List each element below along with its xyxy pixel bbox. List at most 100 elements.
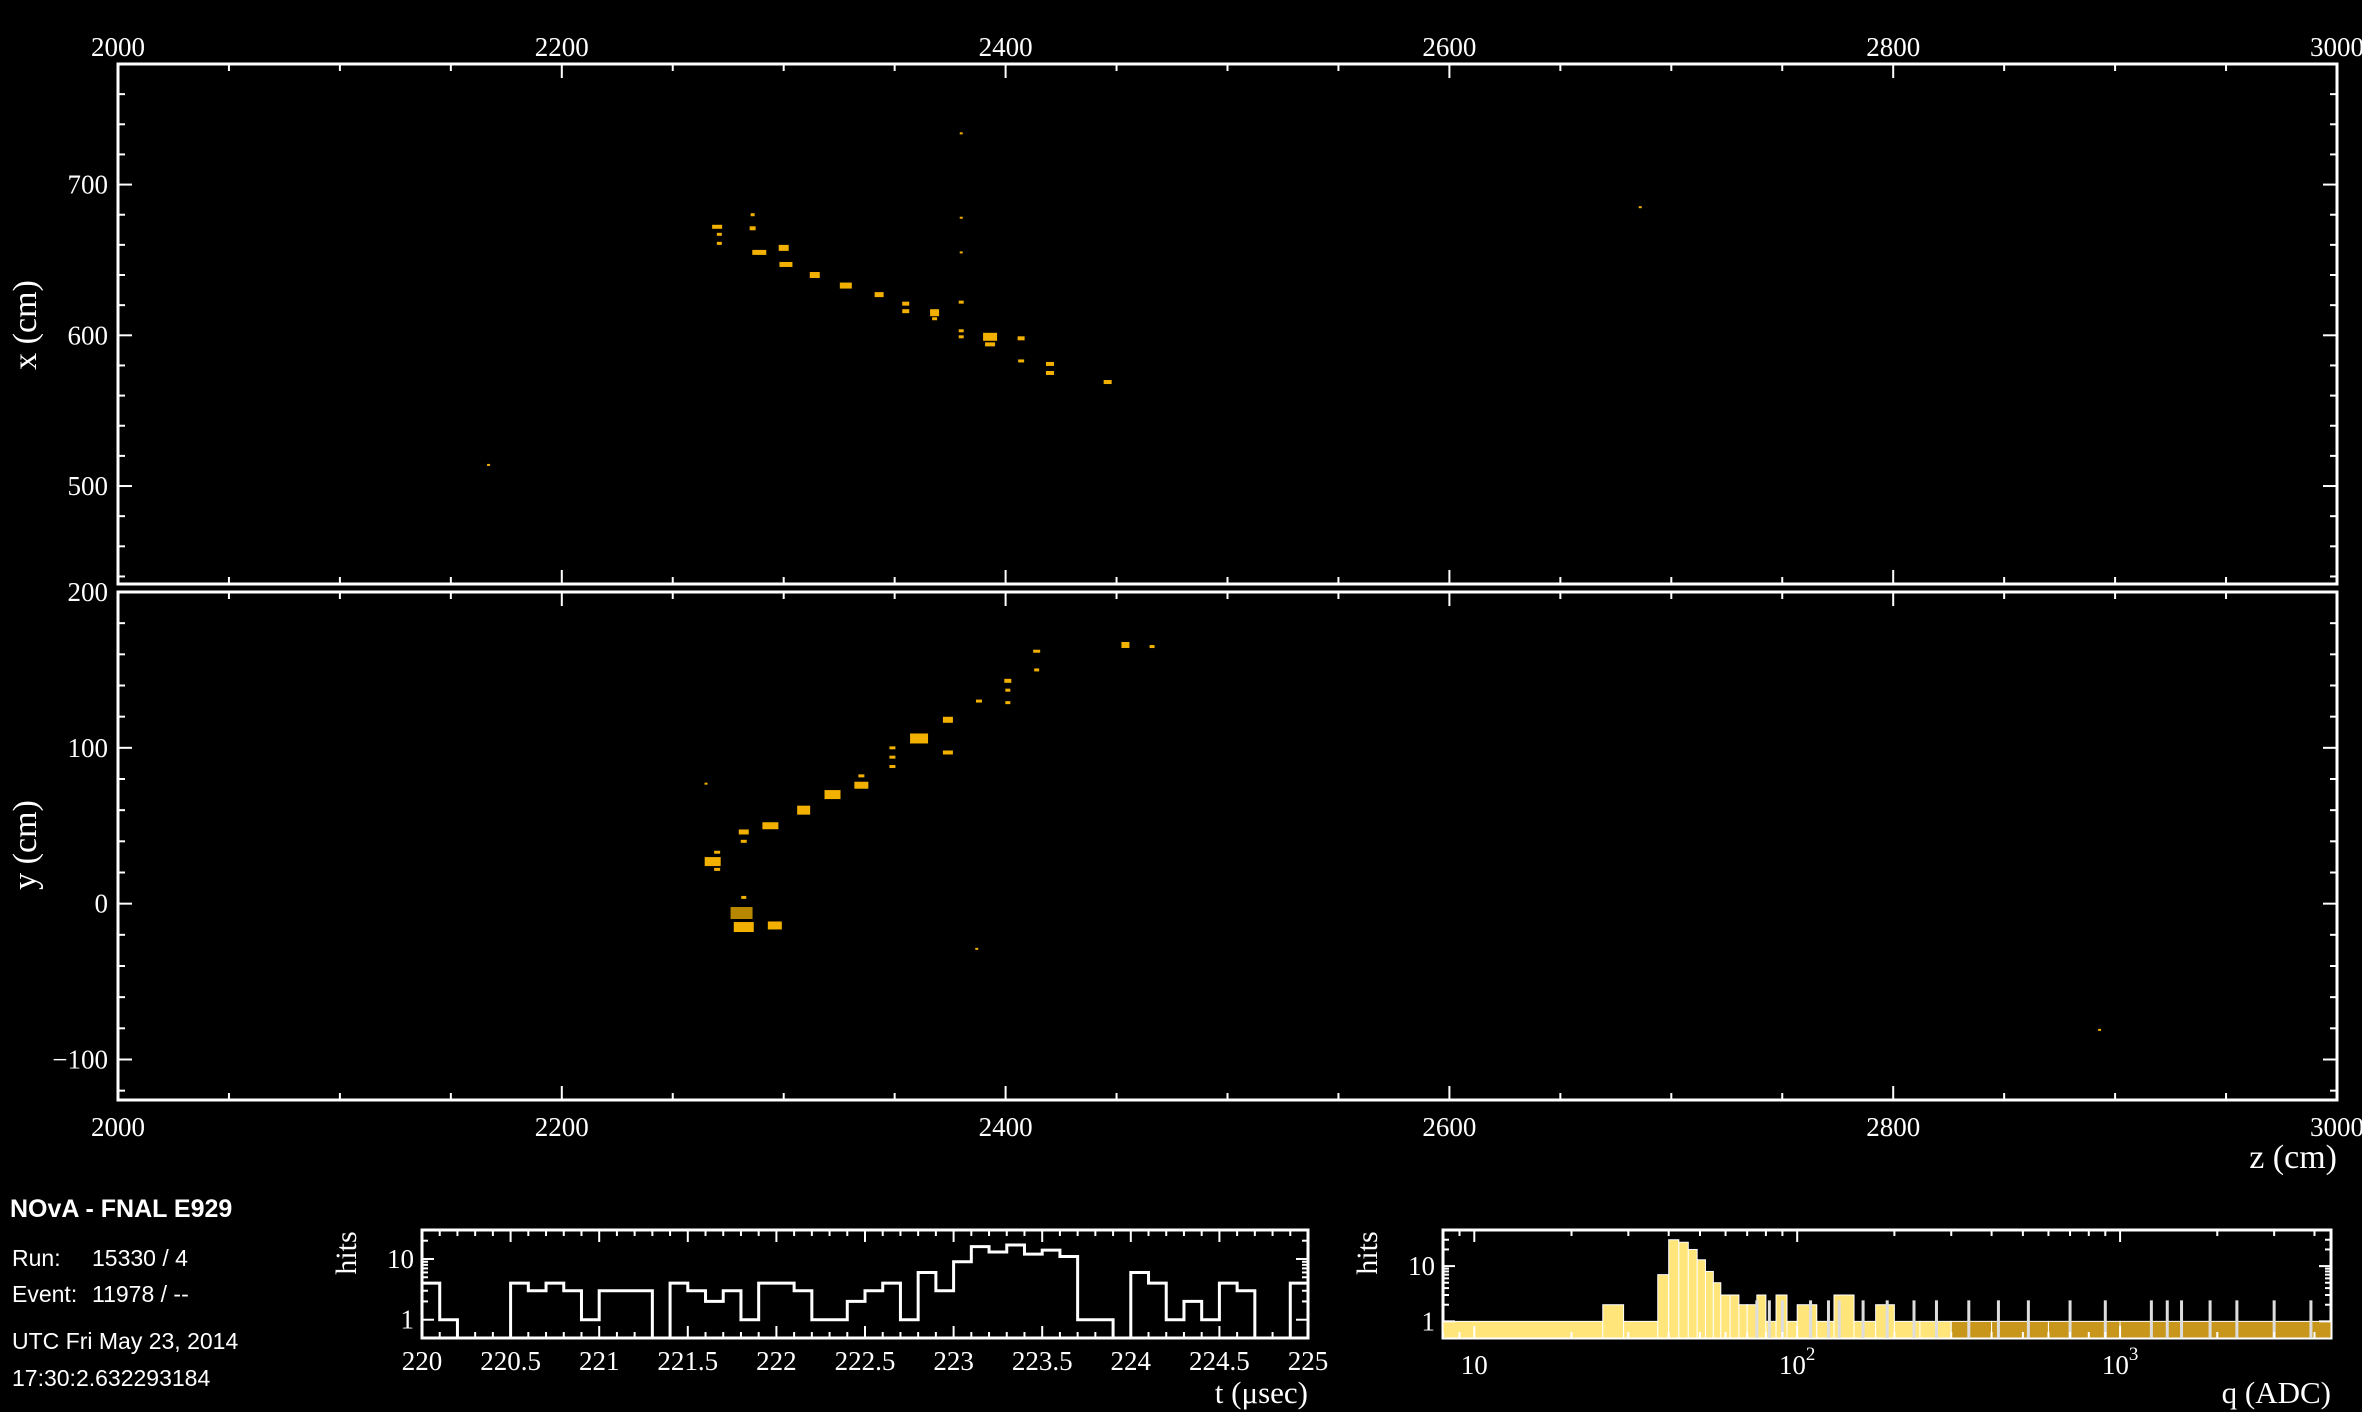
hit <box>959 216 963 219</box>
charge-bin <box>1442 1320 1604 1339</box>
hit <box>959 132 963 135</box>
y-tick-label: 500 <box>68 471 109 501</box>
time-hist-ylabel: hits <box>330 1231 363 1274</box>
charge-bin <box>1687 1248 1698 1339</box>
charge-bin <box>1678 1241 1689 1339</box>
x-tick-label: 2000 <box>91 32 145 62</box>
hit <box>959 251 963 254</box>
hit <box>874 292 884 298</box>
utc-date: UTC Fri May 23, 2014 <box>12 1328 238 1354</box>
x-tick-label: 2400 <box>979 1112 1033 1142</box>
hit <box>958 329 964 333</box>
hit <box>1005 688 1011 692</box>
yz-view-panel[interactable]: 2000 2200 2400 2600 2800 3000 −100 0 100 200 y (c… <box>7 577 2362 1176</box>
hit <box>712 224 723 229</box>
hit <box>704 782 708 785</box>
x-tick-label: 2200 <box>535 1112 589 1142</box>
hit <box>1045 361 1054 366</box>
hit <box>2098 1028 2102 1031</box>
time-hist-xlabel: t (μsec) <box>1215 1375 1308 1410</box>
experiment-title: NOvA - FNAL E929 <box>10 1195 232 1223</box>
x-tick-label: 2800 <box>1866 1112 1920 1142</box>
hit <box>958 335 964 339</box>
time-histogram[interactable]: 220 220.5 221 221.5 222 222.5 223 223.5 224 224.5… <box>330 1228 1329 1410</box>
hit <box>932 317 938 321</box>
charge-bin <box>1816 1320 1835 1339</box>
x-tick-label: 2800 <box>1866 32 1920 62</box>
run-label: Run: <box>12 1245 61 1271</box>
hit <box>738 829 749 835</box>
hit <box>958 300 964 304</box>
hit <box>983 332 998 341</box>
hit <box>750 213 755 217</box>
hit <box>749 226 756 231</box>
charge-bin <box>1991 1320 2049 1339</box>
y-tick-label: 200 <box>68 577 109 607</box>
x-tick-label: 223 <box>933 1346 974 1376</box>
charge-bin <box>1853 1320 1877 1339</box>
hit <box>1018 359 1025 363</box>
utc-time: 17:30:2.632293184 <box>12 1365 210 1391</box>
charge-bin <box>1704 1270 1714 1339</box>
hit <box>985 342 996 347</box>
x-tick-label: 220.5 <box>480 1346 541 1376</box>
charge-bin <box>1729 1294 1740 1339</box>
charge-bin <box>1950 1320 1993 1339</box>
hit <box>858 774 865 778</box>
hit <box>767 921 782 930</box>
hit <box>809 272 820 279</box>
x-tick-label: 220 <box>402 1346 443 1376</box>
event-label: Event: <box>12 1281 77 1307</box>
y-tick-label: 10 <box>1408 1251 1435 1281</box>
charge-bin <box>1657 1274 1670 1339</box>
hit <box>902 301 910 306</box>
hit <box>1121 641 1130 648</box>
hit <box>1034 668 1040 672</box>
xz-view-panel[interactable]: 2000 2200 2400 2600 2800 3000 500 600 700 x (cm) <box>7 32 2362 586</box>
hit <box>902 309 910 314</box>
x-tick-label: 2000 <box>91 1112 145 1142</box>
hit <box>1005 701 1011 705</box>
y-tick-label: 1 <box>401 1305 415 1335</box>
hit <box>1004 678 1012 683</box>
hit <box>714 867 721 871</box>
hit <box>716 232 722 236</box>
hit <box>839 282 852 289</box>
hit <box>797 805 811 815</box>
y-tick-label: 1 <box>1422 1306 1436 1336</box>
x-tick-label: 225 <box>1288 1346 1329 1376</box>
x-tick-label: 3000 <box>2310 1112 2362 1142</box>
hit <box>714 850 721 854</box>
x-tick-label: 2600 <box>1422 32 1476 62</box>
charge-hist-bars <box>1442 1239 2332 1339</box>
yz-hits <box>704 641 2102 1031</box>
charge-bin <box>1796 1304 1818 1339</box>
hit <box>824 790 841 800</box>
hit <box>1045 370 1054 375</box>
charge-hist-xlabel: q (ADC) <box>2222 1375 2331 1410</box>
hit <box>779 261 793 267</box>
y-tick-label: 100 <box>68 733 109 763</box>
hit <box>487 463 491 466</box>
hit <box>1149 645 1155 649</box>
x-tick-label: 2200 <box>535 32 589 62</box>
hit <box>716 241 722 245</box>
run-info: NOvA - FNAL E929 Run: 15330 / 4 Event: 1… <box>10 1195 238 1391</box>
xz-ylabel: x (cm) <box>7 280 44 370</box>
x-tick-label: 221.5 <box>657 1346 718 1376</box>
hit <box>733 922 754 933</box>
y-tick-label: 700 <box>68 170 109 200</box>
hit <box>741 895 747 899</box>
hit <box>975 947 979 950</box>
hit <box>730 907 753 920</box>
hit <box>1033 649 1041 653</box>
charge-bin <box>1668 1239 1680 1339</box>
x-tick-label: 3000 <box>2310 32 2362 62</box>
charge-bin <box>1765 1320 1777 1339</box>
y-tick-label: 0 <box>95 889 109 919</box>
charge-bin <box>2047 1320 2121 1339</box>
hit <box>942 716 953 723</box>
hit <box>930 309 940 317</box>
